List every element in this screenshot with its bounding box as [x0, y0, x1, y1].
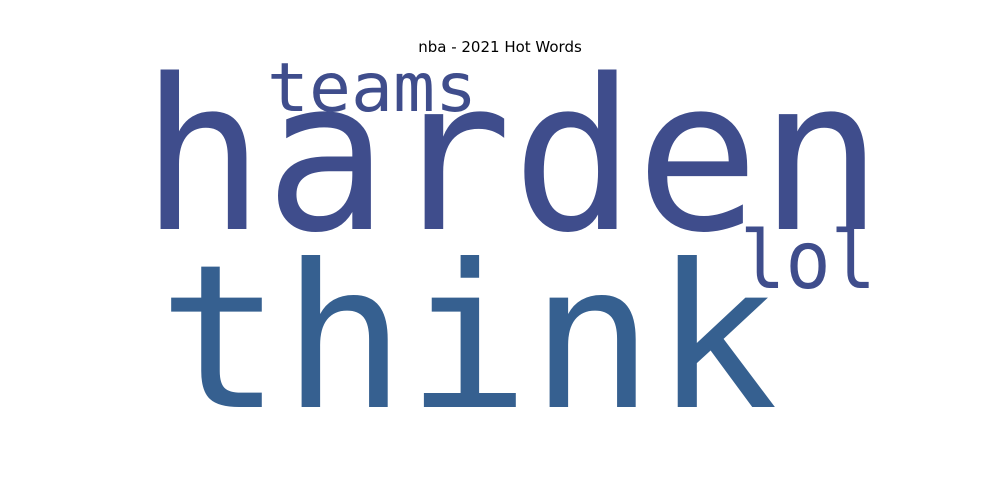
word-think: think — [158, 222, 778, 455]
word-teams: teams — [267, 49, 477, 128]
word-lol: lol — [740, 214, 876, 307]
chart-title: nba - 2021 Hot Words — [418, 38, 582, 56]
word-harden: harden — [141, 34, 883, 279]
